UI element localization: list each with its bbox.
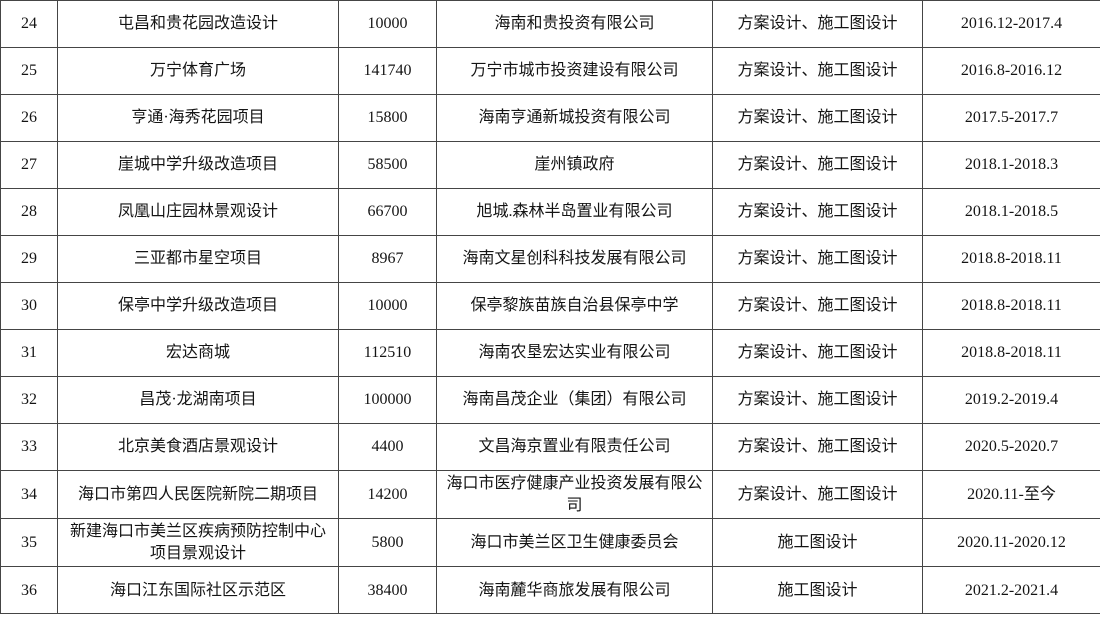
area-cell: 141740 bbox=[338, 47, 437, 95]
client-cell: 海口市医疗健康产业投资发展有限公司 bbox=[436, 469, 713, 520]
project-name-cell: 海口江东国际社区示范区 bbox=[57, 566, 339, 615]
table-row: 33 北京美食酒店景观设计 4400 文昌海京置业有限责任公司 方案设计、施工图设计 20… bbox=[0, 423, 1100, 471]
table-row: 24 屯昌和贵花园改造设计 10000 海南和贵投资有限公司 方案设计、施工图设计 201… bbox=[0, 0, 1100, 48]
client-cell: 海南昌茂企业（集团）有限公司 bbox=[436, 376, 713, 424]
table-row: 26 亨通·海秀花园项目 15800 海南亨通新城投资有限公司 方案设计、施工图设计 20… bbox=[0, 94, 1100, 142]
table-row: 29 三亚都市星空项目 8967 海南文星创科科技发展有限公司 方案设计、施工图设计 20… bbox=[0, 235, 1100, 283]
design-scope-cell: 方案设计、施工图设计 bbox=[712, 282, 923, 330]
project-name-cell: 崖城中学升级改造项目 bbox=[57, 141, 339, 189]
client-cell: 文昌海京置业有限责任公司 bbox=[436, 423, 713, 471]
row-number-cell: 31 bbox=[0, 329, 58, 377]
project-name-cell: 昌茂·龙湖南项目 bbox=[57, 376, 339, 424]
period-cell: 2020.11-至今 bbox=[922, 469, 1100, 520]
period-cell: 2016.8-2016.12 bbox=[922, 47, 1100, 95]
table-row: 25 万宁体育广场 141740 万宁市城市投资建设有限公司 方案设计、施工图设计 201… bbox=[0, 47, 1100, 95]
row-number-cell: 27 bbox=[0, 141, 58, 189]
client-cell: 海南和贵投资有限公司 bbox=[436, 0, 713, 48]
period-cell: 2018.1-2018.3 bbox=[922, 141, 1100, 189]
period-cell: 2021.2-2021.4 bbox=[922, 566, 1100, 615]
client-cell: 保亭黎族苗族自治县保亭中学 bbox=[436, 282, 713, 330]
period-cell: 2019.2-2019.4 bbox=[922, 376, 1100, 424]
design-scope-cell: 施工图设计 bbox=[712, 566, 923, 615]
row-number-cell: 29 bbox=[0, 235, 58, 283]
design-scope-cell: 方案设计、施工图设计 bbox=[712, 0, 923, 48]
client-cell: 海南亨通新城投资有限公司 bbox=[436, 94, 713, 142]
period-cell: 2018.1-2018.5 bbox=[922, 188, 1100, 236]
project-name-cell: 屯昌和贵花园改造设计 bbox=[57, 0, 339, 48]
area-cell: 8967 bbox=[338, 235, 437, 283]
design-scope-cell: 方案设计、施工图设计 bbox=[712, 423, 923, 471]
client-cell: 旭城.森林半岛置业有限公司 bbox=[436, 188, 713, 236]
area-cell: 5800 bbox=[338, 518, 437, 568]
row-number-cell: 24 bbox=[0, 0, 58, 48]
project-name-cell: 三亚都市星空项目 bbox=[57, 235, 339, 283]
client-cell: 万宁市城市投资建设有限公司 bbox=[436, 47, 713, 95]
design-scope-cell: 方案设计、施工图设计 bbox=[712, 94, 923, 142]
client-cell: 海口市美兰区卫生健康委员会 bbox=[436, 518, 713, 568]
row-number-cell: 30 bbox=[0, 282, 58, 330]
project-name-cell: 宏达商城 bbox=[57, 329, 339, 377]
design-scope-cell: 方案设计、施工图设计 bbox=[712, 141, 923, 189]
table-row: 35 新建海口市美兰区疾病预防控制中心项目景观设计 5800 海口市美兰区卫生健康委员… bbox=[0, 518, 1100, 568]
row-number-cell: 28 bbox=[0, 188, 58, 236]
period-cell: 2018.8-2018.11 bbox=[922, 329, 1100, 377]
row-number-cell: 25 bbox=[0, 47, 58, 95]
row-number-cell: 32 bbox=[0, 376, 58, 424]
area-cell: 112510 bbox=[338, 329, 437, 377]
period-cell: 2016.12-2017.4 bbox=[922, 0, 1100, 48]
project-name-cell: 新建海口市美兰区疾病预防控制中心项目景观设计 bbox=[57, 518, 339, 568]
area-cell: 58500 bbox=[338, 141, 437, 189]
design-scope-cell: 方案设计、施工图设计 bbox=[712, 376, 923, 424]
period-cell: 2017.5-2017.7 bbox=[922, 94, 1100, 142]
design-scope-cell: 施工图设计 bbox=[712, 518, 923, 568]
area-cell: 100000 bbox=[338, 376, 437, 424]
period-cell: 2018.8-2018.11 bbox=[922, 235, 1100, 283]
design-scope-cell: 方案设计、施工图设计 bbox=[712, 235, 923, 283]
period-cell: 2018.8-2018.11 bbox=[922, 282, 1100, 330]
project-name-cell: 亨通·海秀花园项目 bbox=[57, 94, 339, 142]
design-scope-cell: 方案设计、施工图设计 bbox=[712, 47, 923, 95]
table-row: 31 宏达商城 112510 海南农垦宏达实业有限公司 方案设计、施工图设计 2018.8… bbox=[0, 329, 1100, 377]
area-cell: 10000 bbox=[338, 282, 437, 330]
area-cell: 66700 bbox=[338, 188, 437, 236]
area-cell: 15800 bbox=[338, 94, 437, 142]
area-cell: 4400 bbox=[338, 423, 437, 471]
design-scope-cell: 方案设计、施工图设计 bbox=[712, 469, 923, 520]
project-name-cell: 凤凰山庄园林景观设计 bbox=[57, 188, 339, 236]
client-cell: 海南麓华商旅发展有限公司 bbox=[436, 566, 713, 615]
row-number-cell: 26 bbox=[0, 94, 58, 142]
design-scope-cell: 方案设计、施工图设计 bbox=[712, 188, 923, 236]
period-cell: 2020.11-2020.12 bbox=[922, 518, 1100, 568]
area-cell: 10000 bbox=[338, 0, 437, 48]
table-row: 34 海口市第四人民医院新院二期项目 14200 海口市医疗健康产业投资发展有限公司方… bbox=[0, 469, 1100, 520]
client-cell: 海南农垦宏达实业有限公司 bbox=[436, 329, 713, 377]
table-row: 30 保亭中学升级改造项目 10000 保亭黎族苗族自治县保亭中学 方案设计、施工图设计… bbox=[0, 282, 1100, 330]
period-cell: 2020.5-2020.7 bbox=[922, 423, 1100, 471]
project-name-cell: 保亭中学升级改造项目 bbox=[57, 282, 339, 330]
row-number-cell: 33 bbox=[0, 423, 58, 471]
table-row: 32 昌茂·龙湖南项目 100000 海南昌茂企业（集团）有限公司 方案设计、施工图设计… bbox=[0, 376, 1100, 424]
row-number-cell: 35 bbox=[0, 518, 58, 568]
client-cell: 崖州镇政府 bbox=[436, 141, 713, 189]
row-number-cell: 36 bbox=[0, 566, 58, 615]
project-name-cell: 北京美食酒店景观设计 bbox=[57, 423, 339, 471]
client-cell: 海南文星创科科技发展有限公司 bbox=[436, 235, 713, 283]
area-cell: 38400 bbox=[338, 566, 437, 615]
row-number-cell: 34 bbox=[0, 469, 58, 520]
project-name-cell: 万宁体育广场 bbox=[57, 47, 339, 95]
area-cell: 14200 bbox=[338, 469, 437, 520]
project-name-cell: 海口市第四人民医院新院二期项目 bbox=[57, 469, 339, 520]
design-scope-cell: 方案设计、施工图设计 bbox=[712, 329, 923, 377]
table-row: 36 海口江东国际社区示范区 38400 海南麓华商旅发展有限公司 施工图设计 2021.… bbox=[0, 566, 1100, 615]
table-row: 27 崖城中学升级改造项目 58500 崖州镇政府 方案设计、施工图设计 2018.1-2… bbox=[0, 141, 1100, 189]
table-row: 28 凤凰山庄园林景观设计 66700 旭城.森林半岛置业有限公司 方案设计、施工图设计… bbox=[0, 188, 1100, 236]
